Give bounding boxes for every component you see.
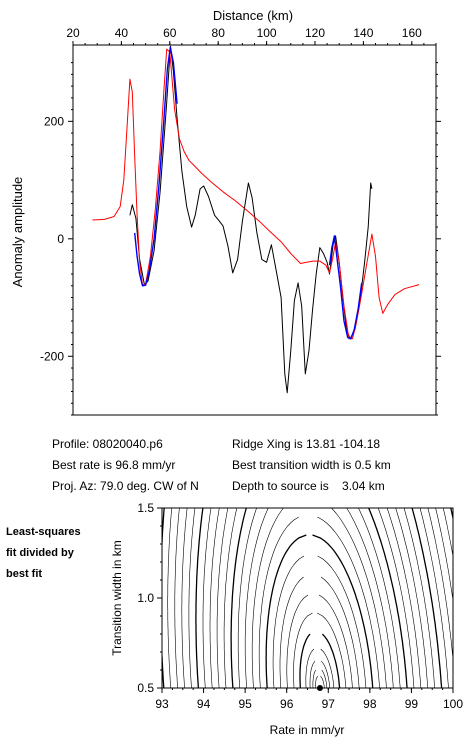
profile-y-tick-label: 200 bbox=[44, 114, 64, 128]
profile-y-tick-label: -200 bbox=[40, 349, 64, 363]
contour-line bbox=[377, 508, 415, 688]
contour-line bbox=[209, 508, 220, 688]
contour-line bbox=[358, 508, 401, 688]
contour-line bbox=[223, 508, 238, 688]
profile-x-tick-label: 160 bbox=[402, 26, 422, 40]
profile-x-tick-label: 40 bbox=[115, 26, 129, 40]
contour-x-tick-label: 93 bbox=[155, 697, 169, 711]
contour-line bbox=[216, 508, 229, 688]
projection-azimuth: Proj. Az: 79.0 deg. CW of N bbox=[52, 479, 199, 493]
ridge-crossing: Ridge Xing is 13.81 -104.18 bbox=[232, 437, 381, 451]
contour-y-ticks: 0.5 1.0 1.5 bbox=[137, 501, 162, 695]
profile-y-tick-label: 0 bbox=[57, 232, 64, 246]
profile-frame bbox=[72, 44, 437, 416]
profile-y-ticks: -200 0 200 bbox=[40, 62, 441, 416]
contour-line bbox=[321, 633, 341, 688]
contour-line bbox=[299, 633, 311, 688]
profile-chart: Distance (km) Anomaly amplitude 20 40 60 80… bbox=[10, 8, 441, 416]
contour-y-tick-label: 1.0 bbox=[137, 591, 154, 605]
contour-chart: 93 94 95 96 97 98 99 100 0.5 1.0 1.5 Rate in mm/y… bbox=[110, 501, 467, 737]
contour-line bbox=[230, 508, 247, 688]
contour-line bbox=[346, 508, 394, 688]
source-depth: Depth to source is 3.04 km bbox=[232, 479, 385, 493]
contour-y-tick-label: 1.5 bbox=[137, 501, 154, 515]
contour-x-tick-label: 95 bbox=[238, 697, 252, 711]
contour-line bbox=[258, 516, 299, 688]
contour-line bbox=[237, 508, 257, 688]
contour-line bbox=[279, 576, 304, 688]
contour-x-tick-label: 94 bbox=[197, 697, 211, 711]
contour-line bbox=[395, 508, 429, 688]
contour-line bbox=[202, 508, 212, 688]
contour-line bbox=[315, 675, 318, 688]
contour-x-label: Rate in mm/yr bbox=[270, 723, 345, 737]
profile-x-ticks: 20 40 60 80 100 120 140 160 bbox=[66, 26, 437, 45]
contour-line bbox=[272, 555, 305, 688]
contour-line bbox=[368, 508, 408, 688]
profile-name: Profile: 08020040.p6 bbox=[52, 437, 163, 451]
contour-line bbox=[181, 508, 188, 688]
contour-line bbox=[331, 508, 387, 688]
contour-line bbox=[286, 594, 309, 688]
contour-caption: Least-squares fit divided by best fit bbox=[6, 522, 106, 585]
contour-x-tick-label: 99 bbox=[405, 697, 419, 711]
contour-x-ticks: 93 94 95 96 97 98 99 100 bbox=[155, 688, 463, 711]
contour-x-tick-label: 97 bbox=[322, 697, 336, 711]
contour-line bbox=[320, 648, 335, 688]
caption-line: Least-squares bbox=[6, 526, 81, 538]
contour-y-tick-label: 0.5 bbox=[137, 681, 154, 695]
contour-line bbox=[317, 516, 380, 688]
best-transition-width: Best transition width is 0.5 km bbox=[232, 458, 391, 472]
contour-line bbox=[317, 555, 367, 688]
contour-line bbox=[312, 534, 374, 688]
contour-lines bbox=[154, 508, 467, 688]
contour-line bbox=[321, 669, 328, 688]
caption-line: fit divided by bbox=[6, 547, 74, 559]
contour-line bbox=[312, 669, 316, 688]
contour-x-tick-label: 96 bbox=[280, 697, 294, 711]
profile-x-tick-label: 140 bbox=[353, 26, 373, 40]
profile-series-observed bbox=[129, 45, 373, 394]
profile-series-fit bbox=[134, 46, 178, 287]
contour-line bbox=[318, 594, 353, 688]
profile-y-label: Anomaly amplitude bbox=[10, 177, 25, 288]
profile-series-model bbox=[92, 48, 420, 340]
contour-line bbox=[174, 508, 180, 688]
contour-line bbox=[309, 660, 316, 688]
profile-x-tick-label: 100 bbox=[257, 26, 277, 40]
best-rate: Best rate is 96.8 mm/yr bbox=[52, 458, 176, 472]
profile-x-tick-label: 20 bbox=[66, 26, 80, 40]
contour-line bbox=[320, 675, 325, 688]
contour-line bbox=[195, 508, 204, 688]
contour-line bbox=[154, 508, 157, 688]
contour-line bbox=[320, 576, 360, 688]
contour-line bbox=[443, 508, 453, 558]
contour-line bbox=[167, 508, 172, 688]
contour-x-tick-label: 100 bbox=[443, 697, 463, 711]
contour-line bbox=[386, 508, 422, 688]
contour-line bbox=[244, 508, 269, 688]
contour-line bbox=[251, 508, 284, 688]
contour-line bbox=[411, 508, 443, 688]
contour-line bbox=[305, 648, 315, 688]
profile-series-fit bbox=[328, 235, 363, 340]
profile-x-tick-label: 60 bbox=[163, 26, 177, 40]
contour-line bbox=[188, 508, 196, 688]
contour-line bbox=[265, 534, 307, 688]
profile-series bbox=[92, 45, 420, 394]
contour-line bbox=[316, 612, 347, 688]
profile-x-tick-label: 120 bbox=[305, 26, 325, 40]
contour-line bbox=[293, 612, 313, 688]
contour-line bbox=[458, 508, 467, 688]
contour-line bbox=[403, 508, 435, 688]
caption-line: best fit bbox=[6, 568, 43, 580]
contour-x-tick-label: 98 bbox=[363, 697, 377, 711]
profile-x-tick-label: 80 bbox=[212, 26, 226, 40]
best-fit-marker bbox=[316, 685, 323, 691]
profile-x-label: Distance (km) bbox=[213, 8, 293, 23]
contour-line bbox=[419, 508, 449, 688]
contour-y-label: Transition width in km bbox=[110, 540, 124, 656]
contour-line bbox=[320, 660, 331, 688]
